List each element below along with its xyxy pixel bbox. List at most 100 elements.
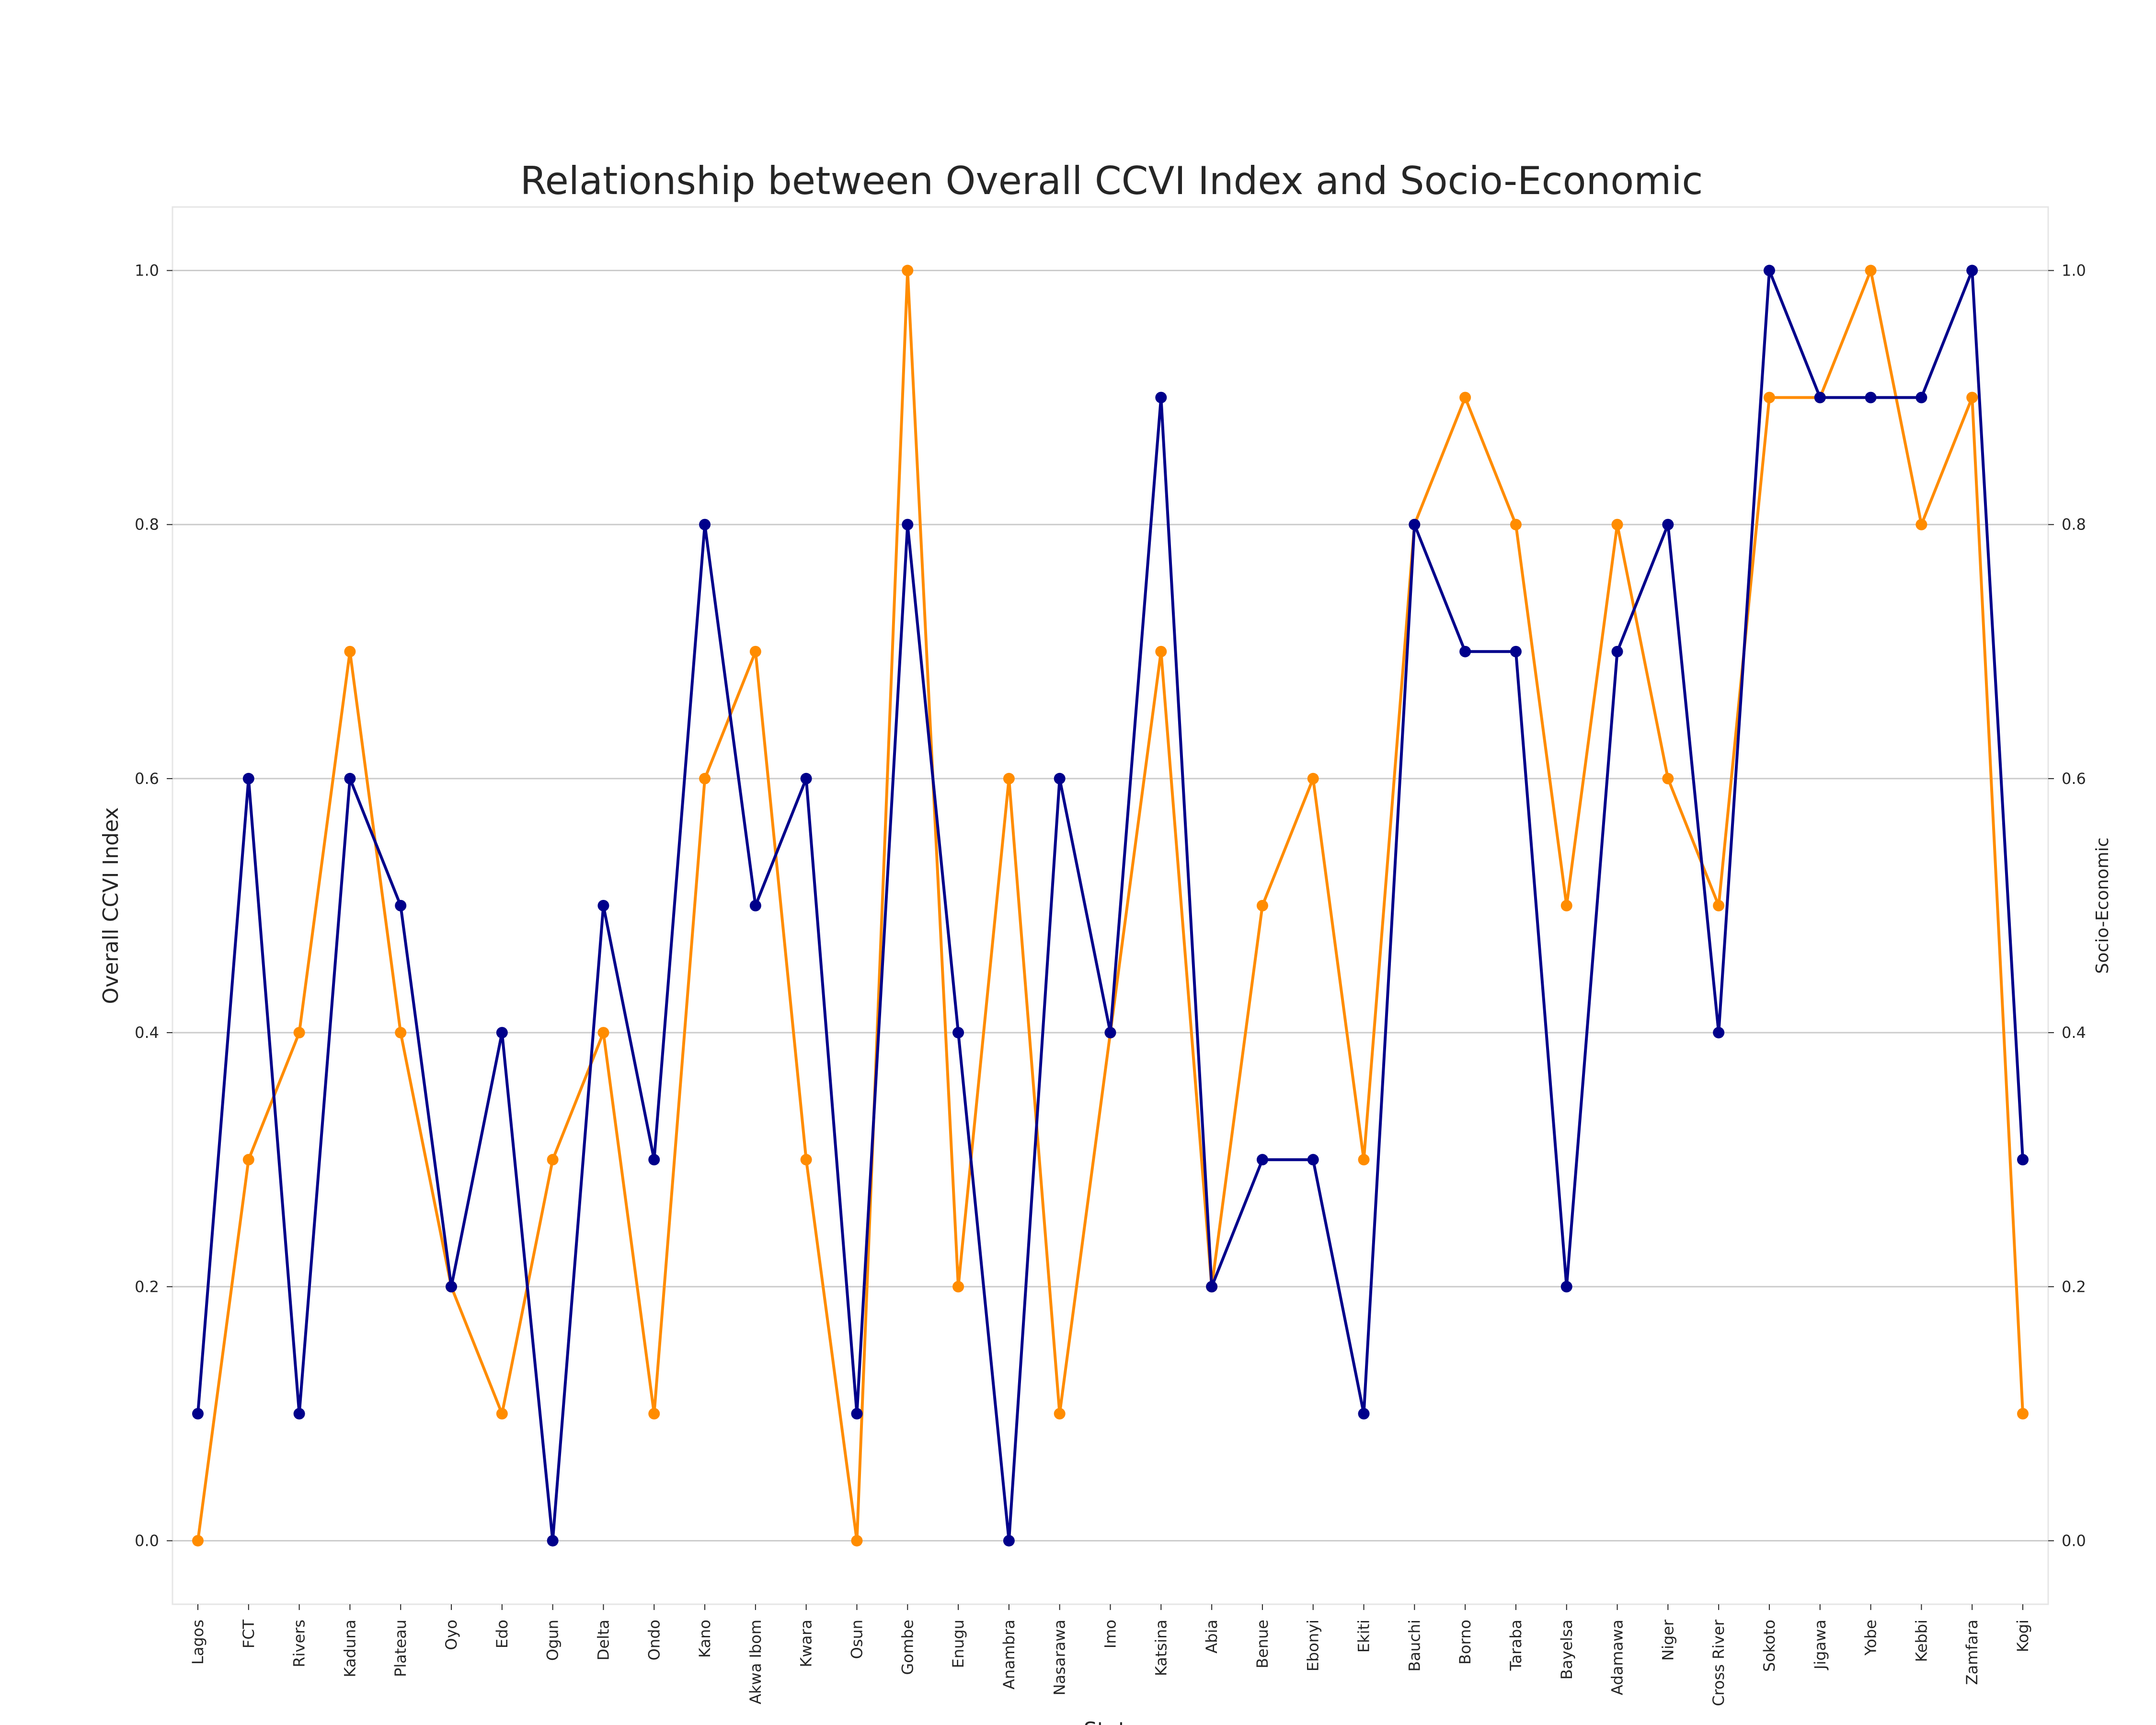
y-tick-label-right: 1.0 bbox=[2062, 262, 2086, 280]
data-point bbox=[1915, 518, 1927, 530]
data-point bbox=[1054, 772, 1066, 784]
y-tick-label-left: 0.0 bbox=[135, 1531, 159, 1550]
data-point bbox=[699, 772, 711, 784]
data-point bbox=[242, 772, 254, 784]
data-point bbox=[1307, 1154, 1319, 1166]
data-point bbox=[1662, 772, 1674, 784]
x-tick-label: Akwa Ibom bbox=[746, 1620, 765, 1704]
x-tick-label: Lagos bbox=[189, 1620, 207, 1665]
data-point bbox=[902, 264, 914, 276]
data-point bbox=[192, 1408, 204, 1420]
data-point bbox=[749, 900, 761, 911]
x-tick-label: Imo bbox=[1101, 1620, 1120, 1648]
data-point bbox=[496, 1027, 508, 1039]
data-point bbox=[1662, 518, 1674, 530]
data-point bbox=[293, 1408, 305, 1420]
x-tick-label: Bauchi bbox=[1405, 1620, 1423, 1672]
data-point bbox=[1713, 900, 1725, 911]
data-point bbox=[1256, 900, 1268, 911]
data-point bbox=[496, 1408, 508, 1420]
x-tick-label: Plateau bbox=[391, 1620, 410, 1677]
x-tick-label: Zamfara bbox=[1963, 1620, 1981, 1685]
x-tick-label: Gombe bbox=[898, 1620, 917, 1675]
data-point bbox=[395, 900, 407, 911]
data-point bbox=[192, 1535, 204, 1547]
data-point bbox=[1003, 772, 1015, 784]
y-tick-label-left: 1.0 bbox=[135, 262, 159, 280]
data-point bbox=[2017, 1154, 2029, 1166]
x-tick-label: Cross River bbox=[1709, 1619, 1728, 1706]
x-tick-label: FCT bbox=[240, 1620, 258, 1649]
data-point bbox=[902, 518, 914, 530]
data-point bbox=[1155, 645, 1167, 657]
x-tick-label: Jigawa bbox=[1811, 1620, 1829, 1670]
y-tick-label-right: 0.0 bbox=[2062, 1531, 2086, 1550]
chart-title: Relationship between Overall CCVI Index … bbox=[520, 159, 1703, 203]
x-tick-label: Ekiti bbox=[1355, 1620, 1373, 1653]
x-tick-label: Benue bbox=[1253, 1620, 1272, 1668]
data-point bbox=[1611, 518, 1623, 530]
data-point bbox=[446, 1281, 458, 1293]
x-tick-label: Rivers bbox=[290, 1620, 309, 1668]
data-point bbox=[851, 1408, 863, 1420]
x-tick-label: Katsina bbox=[1152, 1620, 1170, 1676]
x-tick-label: Ogun bbox=[544, 1620, 562, 1661]
data-point bbox=[1104, 1027, 1116, 1039]
data-point bbox=[1814, 391, 1826, 403]
data-point bbox=[1713, 1027, 1725, 1039]
x-tick-label: Yobe bbox=[1862, 1620, 1880, 1656]
data-point bbox=[800, 772, 812, 784]
x-axis-label: State bbox=[1084, 1718, 1139, 1725]
data-point bbox=[851, 1535, 863, 1547]
data-point bbox=[1256, 1154, 1268, 1166]
data-point bbox=[547, 1154, 559, 1166]
y-tick-label-right: 0.8 bbox=[2062, 516, 2086, 534]
y-tick-label-left: 0.2 bbox=[135, 1277, 159, 1296]
data-point bbox=[395, 1027, 407, 1039]
data-point bbox=[344, 645, 356, 657]
x-tick-label: Nasarawa bbox=[1051, 1620, 1069, 1695]
x-tick-label: Kwara bbox=[797, 1620, 815, 1668]
data-point bbox=[242, 1154, 254, 1166]
x-tick-label: Oyo bbox=[442, 1620, 460, 1650]
data-point bbox=[1966, 391, 1978, 403]
data-point bbox=[1409, 518, 1421, 530]
data-point bbox=[344, 772, 356, 784]
x-tick-label: Borno bbox=[1456, 1620, 1474, 1665]
data-point bbox=[800, 1154, 812, 1166]
x-tick-label: Taraba bbox=[1507, 1620, 1525, 1671]
x-tick-label: Osun bbox=[848, 1620, 866, 1659]
y-axis-label-right: Socio-Economic bbox=[2093, 838, 2112, 974]
x-tick-label: Ondo bbox=[645, 1620, 663, 1660]
data-point bbox=[1459, 645, 1471, 657]
data-point bbox=[1966, 264, 1978, 276]
data-point bbox=[699, 518, 711, 530]
x-tick-label: Kaduna bbox=[341, 1620, 359, 1678]
y-tick-label-left: 0.8 bbox=[135, 516, 159, 534]
x-tick-label: Kogi bbox=[2014, 1620, 2032, 1652]
x-tick-label: Adamawa bbox=[1608, 1620, 1627, 1695]
series bbox=[192, 264, 2029, 1547]
data-point bbox=[293, 1027, 305, 1039]
x-tick-label: Ebonyi bbox=[1304, 1620, 1322, 1671]
data-point bbox=[1763, 391, 1775, 403]
data-point bbox=[597, 1027, 609, 1039]
data-point bbox=[597, 900, 609, 911]
x-tick-label: Delta bbox=[594, 1620, 612, 1660]
data-point bbox=[1560, 900, 1572, 911]
data-point bbox=[1865, 264, 1877, 276]
data-point bbox=[1560, 1281, 1572, 1293]
y-axis-label-left: Overall CCVI Index bbox=[99, 807, 123, 1004]
data-point bbox=[1915, 391, 1927, 403]
data-point bbox=[648, 1408, 660, 1420]
data-point bbox=[749, 645, 761, 657]
data-point bbox=[1206, 1281, 1218, 1293]
x-tick-label: Kebbi bbox=[1912, 1620, 1930, 1662]
x-tick-label: Sokoto bbox=[1760, 1620, 1778, 1672]
series-left-axis bbox=[192, 264, 2029, 1547]
x-tick-label: Anambra bbox=[1000, 1620, 1018, 1690]
data-point bbox=[2017, 1408, 2029, 1420]
data-point bbox=[1510, 645, 1522, 657]
y-tick-label-right: 0.6 bbox=[2062, 770, 2086, 788]
x-tick-label: Edo bbox=[493, 1620, 511, 1648]
